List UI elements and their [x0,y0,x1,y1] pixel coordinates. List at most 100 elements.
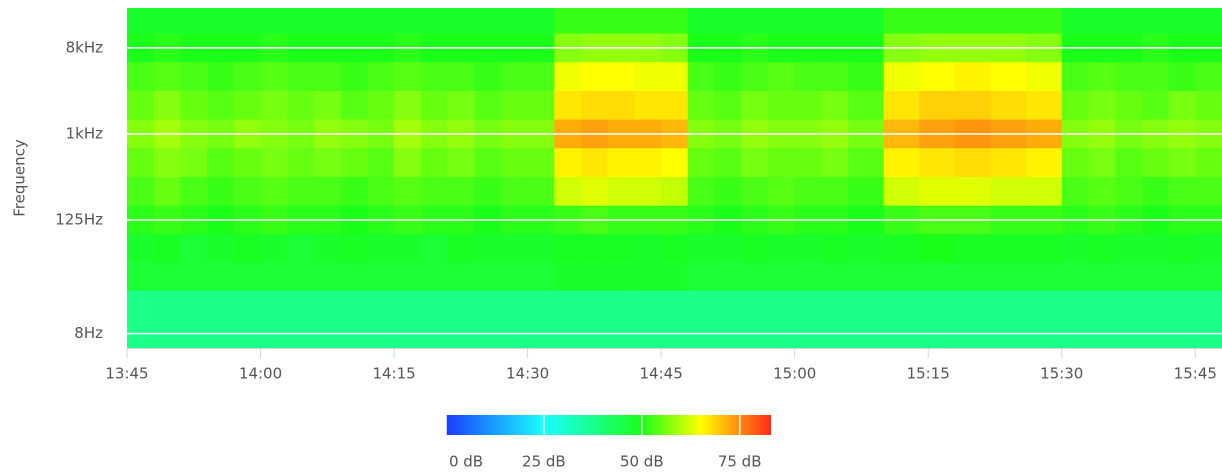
heat-cell [1088,8,1116,35]
heat-cell [474,62,502,92]
heat-cell [919,8,956,35]
heat-cell [313,90,342,121]
colorbar-tick-label: 25 dB [522,453,566,471]
heat-cell [287,8,315,35]
heat-cell [394,176,422,207]
heat-cell [661,233,689,264]
heat-cell [420,262,448,292]
heat-cell [420,176,448,207]
heat-cell [367,262,395,292]
heat-cell [527,62,555,92]
heat-cell [1115,90,1143,121]
heat-cell [954,148,992,178]
heat-cell [180,8,208,35]
heat-cell [207,148,235,178]
heat-cell [1115,262,1143,292]
heat-cell [741,8,769,35]
heat-cell [1088,290,1116,320]
heat-cell [741,262,769,292]
heat-cell [741,62,769,92]
heat-cell [581,8,609,35]
heat-cell [474,233,502,264]
heat-cell [919,290,956,320]
heat-cell [180,176,208,207]
heat-cell [474,262,502,292]
heat-cell [607,262,635,292]
heat-cell [340,148,368,178]
heat-cell [767,176,796,207]
heat-cell [340,176,368,207]
heat-cell [527,290,555,320]
heat-cell [180,290,208,320]
heat-cell [1168,176,1196,207]
heat-cell [767,148,796,178]
heat-cell [207,8,235,35]
heat-cell [581,148,609,178]
heat-cell [634,148,662,178]
heat-cell [741,176,769,207]
colorbar-tick-label: 75 dB [718,453,762,471]
heat-cell [367,290,395,320]
heat-cell [794,62,822,92]
heat-cell [687,176,716,207]
heat-cell [848,8,885,35]
heat-cell [367,8,395,35]
heat-cell [420,233,448,264]
heat-cell [848,176,885,207]
heat-cell [527,148,555,178]
heat-cell [848,62,885,92]
heat-cell [741,290,769,320]
heat-cell [1061,233,1089,264]
heat-cell [127,90,155,121]
heat-cell [1195,233,1222,264]
colorbar-tick-label: 0 dB [449,453,483,471]
heat-cell [714,233,742,264]
heat-cell [954,262,992,292]
x-tick-label: 15:30 [1040,365,1083,383]
heat-cell [313,148,342,178]
heat-cell [919,176,956,207]
heat-cell [581,62,609,92]
heat-cell [1061,8,1089,35]
heat-cell [1141,90,1170,121]
heat-cell [1088,62,1116,92]
heat-cell [581,90,609,121]
heat-cell [260,8,288,35]
heat-cell [687,262,716,292]
heat-cell [687,148,716,178]
heat-cell [1141,62,1170,92]
heat-cell [794,90,822,121]
heat-cell [821,8,849,35]
heat-cell [260,233,288,264]
heat-cell [1061,176,1089,207]
heat-cell [367,90,395,121]
heat-cell [394,90,422,121]
heat-cell [714,8,742,35]
heat-cell [1026,290,1063,320]
heat-cell [394,148,422,178]
heat-cell [1026,62,1063,92]
heat-cell [260,62,288,92]
x-tick-label: 14:30 [506,365,549,383]
heat-cell [794,290,822,320]
heat-cell [1061,262,1089,292]
heat-cell [821,262,849,292]
heat-cell [1061,148,1089,178]
heat-cell [287,262,315,292]
heat-cell [500,290,529,320]
heat-cell [990,148,1027,178]
heat-cell [1026,262,1063,292]
heat-cell [340,290,368,320]
heat-cell [233,176,262,207]
heat-cell [394,233,422,264]
heat-cell [340,8,368,35]
colorbar [446,415,771,435]
heat-cell [1088,176,1116,207]
heat-cell [474,290,502,320]
heat-cell [767,90,796,121]
heat-cell [1115,8,1143,35]
heat-cell [180,90,208,121]
heat-cell [883,8,920,35]
heat-cell [1115,233,1143,264]
